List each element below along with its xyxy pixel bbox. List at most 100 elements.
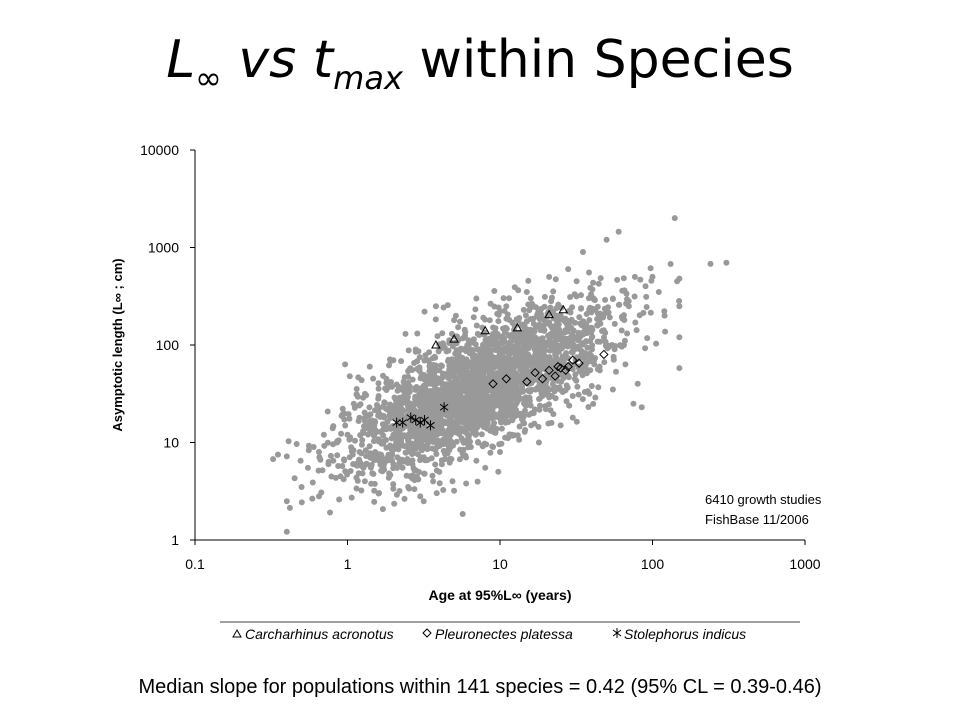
data-point-stolephorus <box>398 417 407 428</box>
density-point <box>566 402 573 409</box>
density-point <box>457 318 463 325</box>
density-point <box>495 386 502 393</box>
density-point <box>390 485 397 492</box>
data-point <box>514 346 521 353</box>
density-point <box>474 330 481 337</box>
annotation-line-1: 6410 growth studies <box>705 492 822 507</box>
density-point <box>575 391 582 398</box>
density-point <box>424 446 431 453</box>
density-point <box>582 361 589 368</box>
density-point <box>502 415 509 422</box>
density-point <box>509 368 516 375</box>
density-point <box>431 353 438 360</box>
density-point <box>424 373 431 380</box>
density-point <box>605 304 611 311</box>
density-point <box>377 413 384 420</box>
title-rest: within Species <box>419 30 794 90</box>
data-point <box>333 439 340 446</box>
density-point <box>459 387 466 394</box>
density-point <box>505 355 512 361</box>
density-point <box>495 344 502 351</box>
density-point <box>513 332 519 339</box>
legend-diamond-icon <box>422 628 432 638</box>
density-point <box>436 389 443 395</box>
density-point <box>432 362 439 369</box>
density-point <box>360 464 367 471</box>
density-point <box>537 347 544 354</box>
x-tick-label: 10 <box>492 556 508 572</box>
density-point <box>396 488 403 494</box>
density-point <box>384 419 391 425</box>
data-point <box>569 414 576 421</box>
density-point <box>676 298 683 304</box>
density-point <box>424 398 431 405</box>
data-point <box>565 266 572 273</box>
data-point <box>490 443 497 450</box>
density-point <box>346 415 353 422</box>
density-point <box>490 324 497 331</box>
title-symbol-t: t <box>312 30 334 90</box>
density-point <box>405 347 412 354</box>
density-point <box>562 315 569 322</box>
density-point <box>606 314 613 321</box>
density-point <box>455 392 462 398</box>
density-point <box>583 330 590 337</box>
density-point <box>483 390 489 397</box>
density-point <box>590 400 597 407</box>
density-point <box>401 443 408 450</box>
density-point <box>440 436 446 443</box>
density-point <box>481 364 488 370</box>
data-point <box>390 461 397 468</box>
density-point <box>447 368 453 375</box>
density-point <box>342 361 349 368</box>
density-point <box>610 356 617 363</box>
density-point <box>558 378 565 385</box>
density-point <box>501 404 508 411</box>
density-point <box>536 367 543 374</box>
density-point <box>590 279 597 286</box>
density-point <box>446 444 452 451</box>
density-point <box>494 370 501 377</box>
data-point <box>315 493 322 500</box>
density-point <box>394 438 401 445</box>
density-point <box>613 368 619 375</box>
y-axis-label: Asymptotic length (L∞ ; cm) <box>110 258 125 431</box>
density-point <box>398 358 405 365</box>
point-density-cloud <box>270 259 730 535</box>
density-point <box>429 425 436 432</box>
density-point <box>476 353 483 360</box>
density-point <box>403 449 410 456</box>
data-point <box>291 475 298 482</box>
data-point-pleuronectes <box>488 379 498 389</box>
data-point <box>535 439 542 446</box>
density-point <box>647 309 654 316</box>
density-point <box>435 405 442 412</box>
density-point <box>432 461 439 468</box>
data-point <box>361 414 368 421</box>
density-point <box>507 361 514 368</box>
density-point <box>524 344 531 350</box>
density-point <box>341 410 348 417</box>
density-point <box>397 430 403 437</box>
data-point <box>642 283 649 290</box>
data-point <box>497 448 503 455</box>
density-point <box>412 386 419 393</box>
density-point <box>461 334 468 341</box>
density-point <box>432 376 439 383</box>
y-tick-label: 100 <box>156 337 180 353</box>
density-point <box>445 356 452 363</box>
density-point <box>411 442 418 449</box>
data-point <box>625 303 632 310</box>
density-point <box>590 295 597 302</box>
density-point <box>479 442 486 449</box>
density-point <box>643 293 650 300</box>
title-subscript-max: max <box>333 59 403 97</box>
density-point <box>541 344 548 351</box>
data-point <box>620 342 627 348</box>
density-point <box>526 307 533 314</box>
density-point <box>575 337 582 344</box>
density-point <box>324 439 331 446</box>
density-point <box>601 334 607 341</box>
density-point <box>511 284 518 291</box>
density-point <box>442 451 448 457</box>
